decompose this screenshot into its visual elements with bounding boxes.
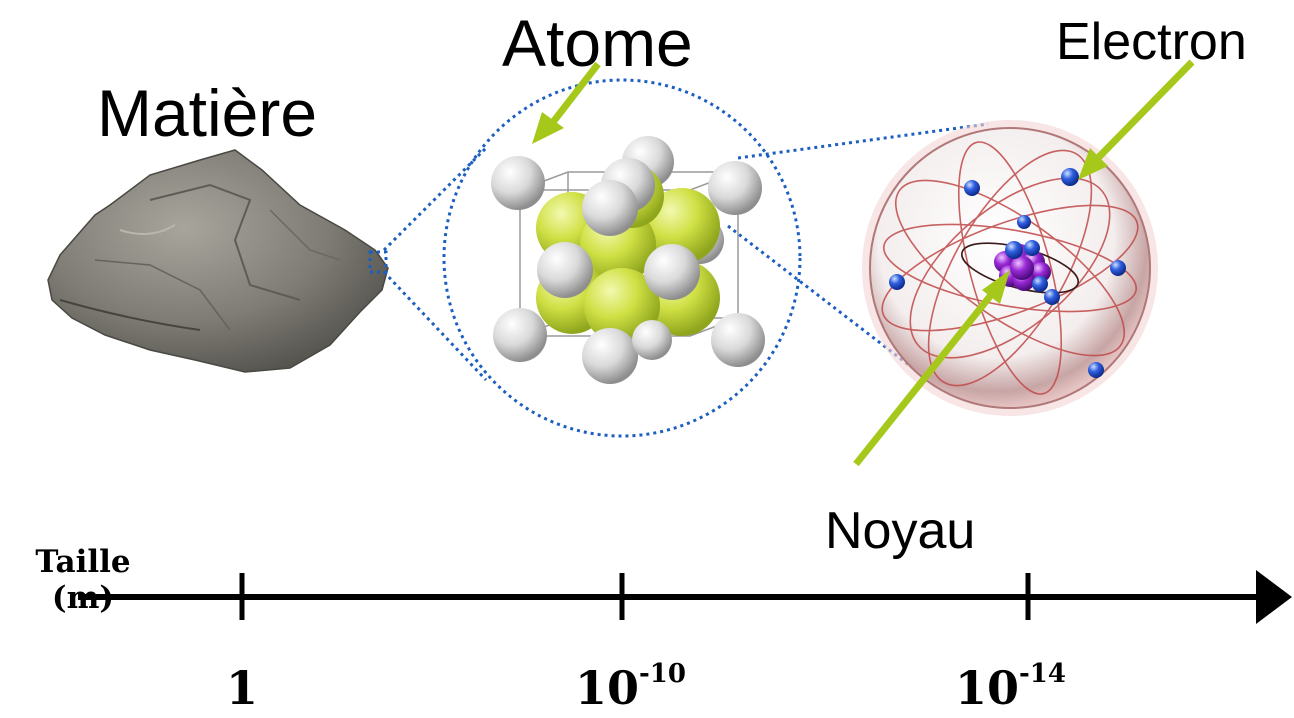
axis-title: Taille (m) [8,544,158,616]
atom-model [862,120,1158,416]
arrow-to-atom [532,61,601,144]
label-electron: Electron [1056,13,1247,71]
arrow-to-electron [1078,59,1195,180]
axis-title-line1: Taille [35,544,131,580]
zoom-lines-rock-atom [368,146,488,382]
tick-label-1: 1 [226,665,258,711]
label-atome: Atome [502,6,693,80]
arrow-to-nucleus [853,270,1010,467]
tick-label-3-exponent: -14 [1019,659,1066,689]
label-noyau: Noyau [825,502,976,560]
zoom-lines-atom-sphere [727,122,989,374]
rock-image [47,149,389,373]
crystal-lattice [442,78,802,438]
tick-label-2-exponent: -10 [639,659,686,689]
tick-label-1-base: 1 [226,661,259,715]
label-matiere: Matière [97,76,318,150]
size-axis [78,570,1292,624]
tick-label-3-base: 10 [955,661,1020,715]
tick-label-2-base: 10 [575,661,640,715]
tick-label-10e-14: 10-14 [955,661,1066,711]
axis-title-line2: (m) [51,579,115,616]
tick-label-10e-10: 10-10 [575,661,686,711]
